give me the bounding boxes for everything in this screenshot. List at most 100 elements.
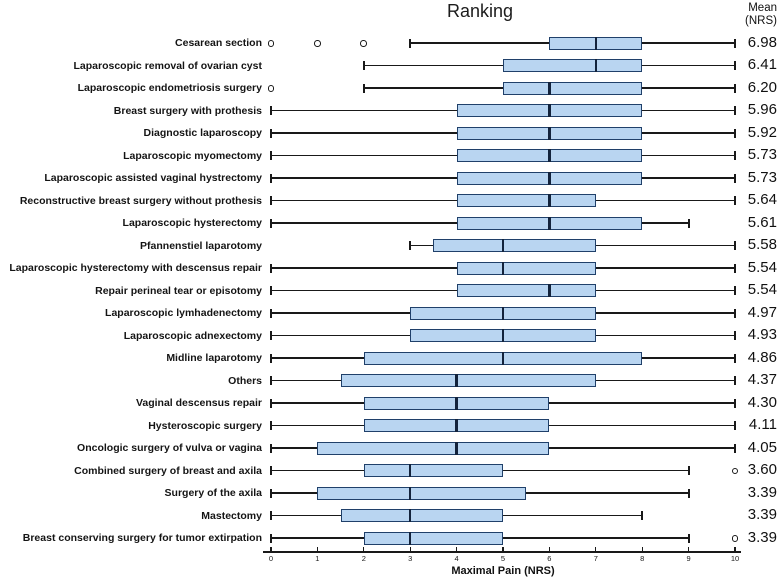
axis-tick-label: 2 <box>361 554 366 563</box>
row-label: Mastectomy <box>201 509 262 522</box>
mean-value: 4.97 <box>747 303 777 321</box>
row-label: Laparoscopic assisted vaginal hystrectom… <box>44 172 262 184</box>
mean-value: 6.98 <box>747 33 777 51</box>
boxplot-row: Laparoscopic adnexectomy 4.93 <box>0 324 784 347</box>
box-whisker-plot <box>270 369 736 392</box>
whisker-cap <box>270 376 272 385</box>
boxplot-row: Vaginal descensus repair 4.30 <box>0 392 784 415</box>
iqr-box <box>456 261 596 275</box>
axis-tick <box>316 546 319 553</box>
whisker-cap <box>734 443 736 453</box>
iqr-box <box>503 59 643 72</box>
mean-value: 4.93 <box>747 326 777 344</box>
axis-tick <box>363 546 365 553</box>
outlier-point <box>267 40 275 47</box>
row-label: Hysteroscopic surgery <box>148 419 262 432</box>
whisker-cap <box>270 308 272 318</box>
axis-tick-label: 7 <box>593 554 598 563</box>
boxplot-row: Laparoscopic myomectomy 5.73 <box>0 144 784 167</box>
whisker-cap <box>270 196 272 205</box>
mean-value: 3.60 <box>747 461 777 479</box>
mean-value: 5.64 <box>747 191 777 209</box>
axis-tick <box>687 546 690 553</box>
iqr-box <box>317 441 550 455</box>
mean-value: 5.73 <box>747 146 777 164</box>
iqr-box <box>340 374 596 387</box>
whisker-cap <box>687 533 690 543</box>
box-whisker-plot <box>270 144 736 167</box>
whisker-cap <box>270 331 272 340</box>
box-whisker-plot <box>270 189 736 212</box>
whisker-cap <box>734 241 736 250</box>
boxplot-row: Breast surgery with prothesis 5.96 <box>0 99 784 122</box>
median-line <box>501 351 505 365</box>
row-label: Combined surgery of breast and axila <box>74 464 262 477</box>
whisker-cap <box>270 421 272 430</box>
whisker-cap <box>734 398 736 408</box>
iqr-box <box>503 81 643 95</box>
box-whisker-plot <box>267 32 736 55</box>
row-label: Others <box>228 374 262 387</box>
whisker-cap <box>734 83 736 93</box>
mean-value: 6.41 <box>747 56 777 74</box>
whisker-cap <box>734 286 736 295</box>
whisker-cap <box>409 38 412 48</box>
iqr-box <box>340 509 503 522</box>
box-whisker-plot <box>270 437 736 460</box>
axis-tick-label: 10 <box>730 554 740 563</box>
chart-title: Ranking <box>446 1 514 21</box>
boxplot-row: Diagnostic laparoscopy 5.92 <box>0 122 784 145</box>
axis-tick <box>595 546 597 553</box>
median-line <box>408 464 412 477</box>
box-whisker-plot <box>270 167 736 190</box>
row-label: Laparoscopic lymhadenectomy <box>105 307 262 319</box>
whisker-cap <box>270 106 272 115</box>
mean-column-header: Mean (NRS) <box>745 2 777 28</box>
outlier-point <box>314 40 321 47</box>
boxplot-row: Laparoscopic removal of ovarian cyst 6.41 <box>0 54 784 77</box>
box-whisker-plot <box>270 212 735 235</box>
median-line <box>408 531 412 545</box>
mean-column-header-line2: (NRS) <box>745 15 777 27</box>
row-label: Surgery of the axila <box>164 487 262 499</box>
axis-tick-label: 5 <box>500 554 506 563</box>
boxplot-row: Repair perineal tear or episotomy 5.54 <box>0 279 784 302</box>
whisker-cap <box>734 128 736 138</box>
median-line <box>548 104 551 117</box>
axis-tick-label: 9 <box>686 554 691 563</box>
mean-value: 3.39 <box>747 506 777 524</box>
box-whisker-plot <box>270 302 736 325</box>
box-whisker-plot <box>270 324 736 347</box>
row-label: Reconstructive breast surgery without pr… <box>19 194 262 207</box>
mean-value: 4.30 <box>747 393 777 411</box>
whisker-cap <box>734 173 736 183</box>
whisker-cap <box>734 376 736 385</box>
mean-value: 5.96 <box>747 101 777 119</box>
axis-tick <box>548 546 551 553</box>
axis-tick-label: 1 <box>315 554 320 563</box>
iqr-box <box>456 284 596 297</box>
median-line <box>594 59 598 72</box>
whisker-cap <box>270 218 272 228</box>
mean-value: 5.54 <box>747 258 777 276</box>
box-whisker-plot <box>271 54 736 77</box>
axis-tick-label: 3 <box>408 554 413 563</box>
axis-tick-label: 8 <box>640 554 645 563</box>
median-line <box>548 284 551 297</box>
mean-value: 4.05 <box>747 438 777 456</box>
row-label: Laparoscopic hysterectomy with descensus… <box>9 262 262 274</box>
boxplot-row: Laparoscopic lymhadenectomy 4.97 <box>0 302 784 325</box>
whisker-cap <box>734 421 736 430</box>
whisker-cap <box>270 263 272 273</box>
whisker-cap <box>734 106 736 115</box>
row-label: Laparoscopic hysterectomy <box>122 217 262 229</box>
row-label: Diagnostic laparoscopy <box>143 127 262 139</box>
box-whisker-plot <box>270 482 735 505</box>
axis-tick-label: 4 <box>454 554 459 563</box>
box-whisker-plot <box>270 347 736 370</box>
box-whisker-plot <box>270 257 736 280</box>
boxplot-row: Combined surgery of breast and axila 3.60 <box>0 459 784 482</box>
whisker-cap <box>270 511 272 520</box>
median-line <box>501 239 505 252</box>
boxplot-row: Reconstructive breast surgery without pr… <box>0 189 784 212</box>
